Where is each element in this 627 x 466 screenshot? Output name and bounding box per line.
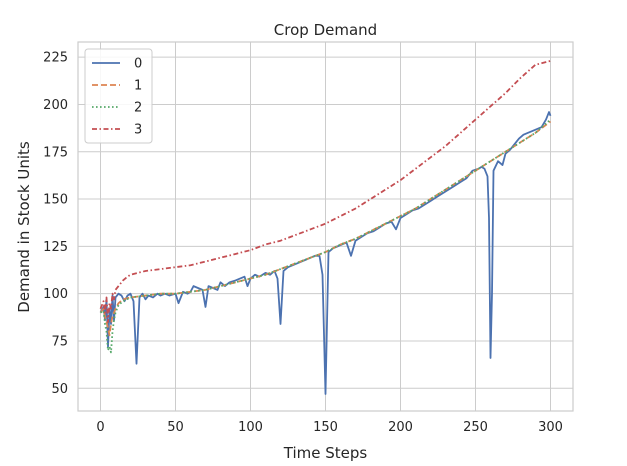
y-tick-label: 100: [43, 287, 68, 302]
y-tick-label: 150: [43, 193, 68, 208]
x-tick-label: 100: [238, 420, 263, 435]
y-tick-label: 125: [43, 240, 68, 255]
x-tick-label: 200: [388, 420, 413, 435]
legend-label-3: 3: [134, 123, 142, 138]
x-tick-label: 150: [313, 420, 338, 435]
x-tick-labels: 0 50 100 150 200 250 300: [96, 420, 563, 435]
legend-box: [84, 48, 153, 144]
series-layer: [99, 60, 552, 395]
x-tick-label: 250: [463, 420, 488, 435]
y-tick-labels: 50 75 100 125 150 175 200 225: [43, 51, 68, 397]
y-tick-label: 225: [43, 51, 68, 66]
series-0-line: [99, 111, 552, 395]
y-axis-title: Demand in Stock Units: [15, 141, 33, 313]
y-tick-label: 50: [51, 382, 68, 397]
legend: 0 1 2 3: [84, 48, 153, 144]
legend-label-0: 0: [134, 57, 142, 72]
x-axis-title: Time Steps: [283, 444, 368, 462]
x-tick-label: 0: [96, 420, 104, 435]
y-tick-label: 75: [51, 334, 68, 349]
legend-label-1: 1: [134, 79, 142, 94]
chart-title: Crop Demand: [274, 21, 377, 39]
y-tick-label: 175: [43, 145, 68, 160]
y-tick-label: 200: [43, 98, 68, 113]
x-tick-label: 300: [538, 420, 563, 435]
series-1-line: [99, 120, 552, 337]
x-tick-label: 50: [167, 420, 184, 435]
series-3-line: [99, 60, 551, 323]
legend-label-2: 2: [134, 101, 142, 116]
